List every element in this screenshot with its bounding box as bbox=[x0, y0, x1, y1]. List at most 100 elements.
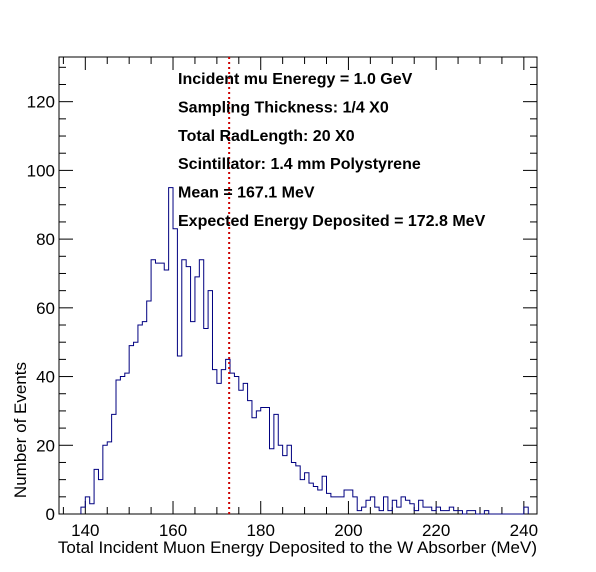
annotation-line: Sampling Thickness: 1/4 X0 bbox=[178, 99, 389, 116]
histogram-bin bbox=[287, 445, 291, 514]
histogram-bin bbox=[142, 322, 146, 514]
histogram-bin bbox=[261, 407, 265, 514]
y-tick-label: 120 bbox=[27, 93, 55, 112]
histogram-bin bbox=[182, 260, 186, 514]
histogram-bins bbox=[81, 188, 528, 514]
histogram-bin bbox=[217, 383, 221, 514]
tick-labels: 140 160 180 200 220 240 0 20 40 60 80 100 120 bbox=[27, 93, 538, 540]
y-tick-label: 60 bbox=[36, 299, 55, 318]
histogram-bin bbox=[445, 511, 449, 514]
histogram-bin bbox=[269, 449, 273, 514]
histogram-bin bbox=[432, 511, 436, 514]
histogram-bin bbox=[449, 507, 453, 514]
histogram-bin bbox=[436, 507, 440, 514]
annotation-line: Total RadLength: 20 X0 bbox=[178, 128, 355, 145]
histogram-bin bbox=[234, 377, 238, 514]
x-axis-title: Total Incident Muon Energy Deposited to … bbox=[58, 538, 537, 557]
histogram-bin bbox=[248, 401, 252, 514]
histogram-bin bbox=[441, 511, 445, 514]
annotation-line: Scintillator: 1.4 mm Polystyrene bbox=[178, 156, 421, 173]
histogram-bin bbox=[164, 270, 168, 514]
histogram-bin bbox=[221, 370, 225, 514]
histogram-bin bbox=[155, 263, 159, 514]
histogram-bin bbox=[191, 322, 195, 514]
histogram-bin bbox=[410, 504, 414, 514]
histogram-bin bbox=[300, 480, 304, 514]
x-tick-label: 180 bbox=[247, 521, 275, 540]
histogram-bin bbox=[239, 390, 243, 514]
histogram-bin bbox=[151, 260, 155, 514]
histogram-bin bbox=[199, 260, 203, 514]
plot-frame bbox=[58, 56, 538, 515]
histogram-bin bbox=[348, 490, 352, 514]
histogram-bin bbox=[471, 511, 475, 514]
histogram-bin bbox=[107, 442, 111, 514]
histogram-bin bbox=[423, 507, 427, 514]
histogram-bin bbox=[85, 497, 89, 514]
histogram-bin bbox=[344, 490, 348, 514]
histogram-bin bbox=[116, 380, 120, 514]
histogram-bin bbox=[296, 466, 300, 514]
histogram-bin bbox=[243, 383, 247, 514]
annotation-line: Incident mu Eneregy = 1.0 GeV bbox=[178, 71, 413, 88]
histogram-bin bbox=[94, 469, 98, 514]
histogram-outline bbox=[80, 187, 529, 515]
histogram-bin bbox=[322, 476, 326, 514]
histogram-bin bbox=[195, 277, 199, 514]
histogram-bin bbox=[274, 414, 278, 514]
histogram-bin bbox=[405, 500, 409, 514]
histogram-bin bbox=[309, 483, 313, 514]
x-tick-label: 140 bbox=[71, 521, 99, 540]
histogram-bin bbox=[134, 342, 138, 514]
histogram-bin bbox=[414, 511, 418, 514]
histogram-bin bbox=[160, 263, 164, 514]
y-axis-title: Number of Events bbox=[11, 362, 30, 498]
histogram-bin bbox=[112, 414, 116, 514]
x-tick-label: 240 bbox=[510, 521, 538, 540]
histogram-bin bbox=[384, 497, 388, 514]
histogram-bin bbox=[169, 188, 173, 514]
histogram-bin bbox=[98, 480, 102, 514]
histogram-bin bbox=[454, 511, 458, 514]
histogram-bin bbox=[212, 370, 216, 514]
histogram-bin bbox=[318, 490, 322, 514]
histogram-bin bbox=[458, 511, 462, 514]
histogram-bin bbox=[357, 511, 361, 514]
y-tick-label: 0 bbox=[46, 505, 55, 524]
histogram-bin bbox=[129, 346, 133, 514]
histogram-bin bbox=[427, 507, 431, 514]
histogram-bin bbox=[283, 456, 287, 514]
histogram-bin bbox=[120, 377, 124, 514]
histogram-bin bbox=[208, 291, 212, 514]
histogram-bin bbox=[484, 511, 488, 514]
y-tick-label: 100 bbox=[27, 161, 55, 180]
histogram-bin bbox=[186, 267, 190, 514]
histogram-bin bbox=[278, 445, 282, 514]
histogram-bin bbox=[340, 497, 344, 514]
histogram-bin bbox=[173, 229, 177, 514]
axis-ticks bbox=[59, 57, 537, 515]
histogram-bin bbox=[81, 507, 85, 514]
histogram-bin bbox=[103, 445, 107, 514]
histogram-bin bbox=[392, 500, 396, 514]
histogram-bin bbox=[125, 373, 129, 514]
histogram-bin bbox=[327, 493, 331, 514]
x-tick-label: 160 bbox=[159, 521, 187, 540]
histogram-bin bbox=[366, 500, 370, 514]
histogram-bin bbox=[265, 407, 269, 514]
histogram-bin bbox=[90, 504, 94, 514]
histogram-bin bbox=[252, 418, 256, 514]
histogram-bin bbox=[379, 511, 383, 514]
histogram-bin bbox=[370, 497, 374, 514]
histogram-bin bbox=[467, 511, 471, 514]
histogram-bin bbox=[375, 507, 379, 514]
y-tick-label: 20 bbox=[36, 436, 55, 455]
x-tick-label: 200 bbox=[334, 521, 362, 540]
histogram-bin bbox=[138, 325, 142, 514]
histogram-bin bbox=[353, 497, 357, 514]
annotation-line: Expected Energy Deposited = 172.8 MeV bbox=[178, 213, 486, 230]
histogram-bin bbox=[335, 497, 339, 514]
histogram-bin bbox=[305, 473, 309, 514]
annotation-box: Incident mu Eneregy = 1.0 GeV Sampling Th… bbox=[178, 71, 486, 230]
